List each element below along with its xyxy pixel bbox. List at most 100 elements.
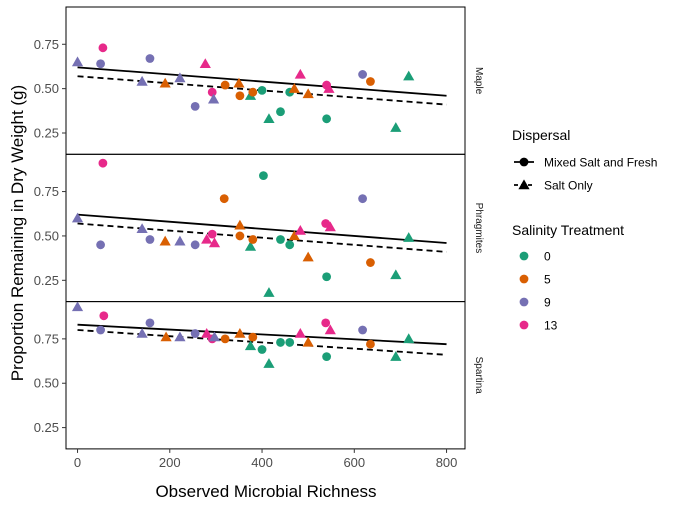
data-point xyxy=(358,325,367,335)
data-point xyxy=(174,235,186,246)
data-point xyxy=(208,331,221,342)
x-tick-label: 400 xyxy=(251,455,273,470)
legend-marker xyxy=(518,179,530,190)
y-axis-title: Proportion Remaining in Dry Weight (g) xyxy=(8,85,27,381)
data-point xyxy=(208,237,221,248)
legend-item-salinity: 0 xyxy=(519,250,551,264)
fit-line-mixed xyxy=(77,213,447,244)
data-point xyxy=(358,194,367,204)
data-point xyxy=(234,219,246,230)
legend-item-dispersal: Mixed Salt and Fresh xyxy=(514,156,657,170)
data-point xyxy=(259,171,268,180)
data-point xyxy=(220,80,230,90)
data-point xyxy=(208,93,220,104)
data-point xyxy=(276,107,285,117)
legend-label: 13 xyxy=(544,319,558,333)
data-point xyxy=(403,232,415,242)
y-tick-label: 0.25 xyxy=(34,420,59,435)
data-point xyxy=(98,43,108,53)
data-point xyxy=(248,87,258,97)
data-point xyxy=(71,212,84,223)
data-point xyxy=(207,87,217,97)
data-point xyxy=(366,258,375,267)
data-point xyxy=(233,77,245,88)
data-point xyxy=(174,331,186,342)
data-point xyxy=(390,122,402,132)
data-point xyxy=(390,351,402,361)
legend-color-swatch xyxy=(519,274,529,284)
data-point xyxy=(285,240,295,250)
legend-item-salinity: 13 xyxy=(519,319,558,333)
data-point xyxy=(219,194,229,204)
y-tick-label: 0.50 xyxy=(34,228,59,243)
data-point xyxy=(322,352,332,362)
y-tick-label: 0.50 xyxy=(34,81,59,96)
data-point xyxy=(235,91,245,101)
facet-strip-label: Phragmites xyxy=(473,203,484,254)
data-point xyxy=(288,230,300,241)
data-point xyxy=(390,269,402,280)
data-point xyxy=(294,225,306,235)
legend-marker xyxy=(519,157,529,167)
data-point xyxy=(220,334,230,344)
data-point xyxy=(159,77,171,88)
data-point xyxy=(136,327,148,338)
x-axis-title: Observed Microbial Richness xyxy=(155,482,376,501)
y-tick-label: 0.75 xyxy=(34,184,59,199)
data-point xyxy=(244,340,257,351)
fit-line-mixed xyxy=(77,66,447,97)
data-point xyxy=(358,70,367,79)
data-point xyxy=(323,83,335,93)
legend-item-salinity: 5 xyxy=(519,273,551,287)
data-point xyxy=(96,240,105,250)
legend-label: Mixed Salt and Fresh xyxy=(544,156,657,170)
legend-color-swatch xyxy=(519,251,529,261)
data-point xyxy=(403,333,415,344)
data-point xyxy=(199,58,211,68)
y-tick-label: 0.75 xyxy=(34,37,59,52)
legend-label: 5 xyxy=(544,273,551,287)
data-point xyxy=(263,287,275,297)
data-point xyxy=(248,332,258,342)
legend-label: 0 xyxy=(544,250,551,264)
x-tick-label: 800 xyxy=(436,455,458,470)
legend-item-dispersal: Salt Only xyxy=(514,179,593,193)
y-tick-label: 0.50 xyxy=(34,376,59,391)
data-point xyxy=(160,331,172,342)
legend-dispersal-title: Dispersal xyxy=(512,127,570,143)
y-tick-label: 0.25 xyxy=(34,126,59,141)
legend-label: Salt Only xyxy=(544,179,593,193)
legend-color-swatch xyxy=(519,320,529,330)
data-point xyxy=(71,301,84,312)
data-point xyxy=(302,88,314,99)
data-point xyxy=(322,114,332,124)
data-point xyxy=(201,233,213,244)
data-point xyxy=(244,240,257,251)
data-point xyxy=(324,324,336,335)
x-tick-label: 200 xyxy=(159,455,181,470)
data-point xyxy=(257,86,267,95)
panel-border xyxy=(65,6,466,155)
y-tick-label: 0.25 xyxy=(34,273,59,288)
data-point xyxy=(403,70,415,81)
data-point xyxy=(302,336,314,347)
data-point xyxy=(294,68,306,79)
legend-item-salinity: 9 xyxy=(519,296,551,310)
data-point xyxy=(302,251,314,262)
data-point xyxy=(190,329,200,338)
x-tick-label: 0 xyxy=(74,455,81,470)
data-point xyxy=(96,325,105,335)
data-point xyxy=(174,72,186,83)
data-point xyxy=(366,339,375,349)
facet-strip-label: Maple xyxy=(473,67,484,95)
facet-panel-maple: 0.25 0.50 0.75 Maple xyxy=(34,6,484,155)
facet-panel-phragmites: 0.25 0.50 0.75 Phragmites xyxy=(34,153,484,303)
data-point xyxy=(98,158,108,168)
data-point xyxy=(145,235,155,244)
data-point xyxy=(235,231,245,241)
facet-panel-spartina: 0.25 0.50 0.75 Spartina xyxy=(34,301,484,450)
x-tick-label: 600 xyxy=(343,455,365,470)
data-point xyxy=(285,338,295,347)
